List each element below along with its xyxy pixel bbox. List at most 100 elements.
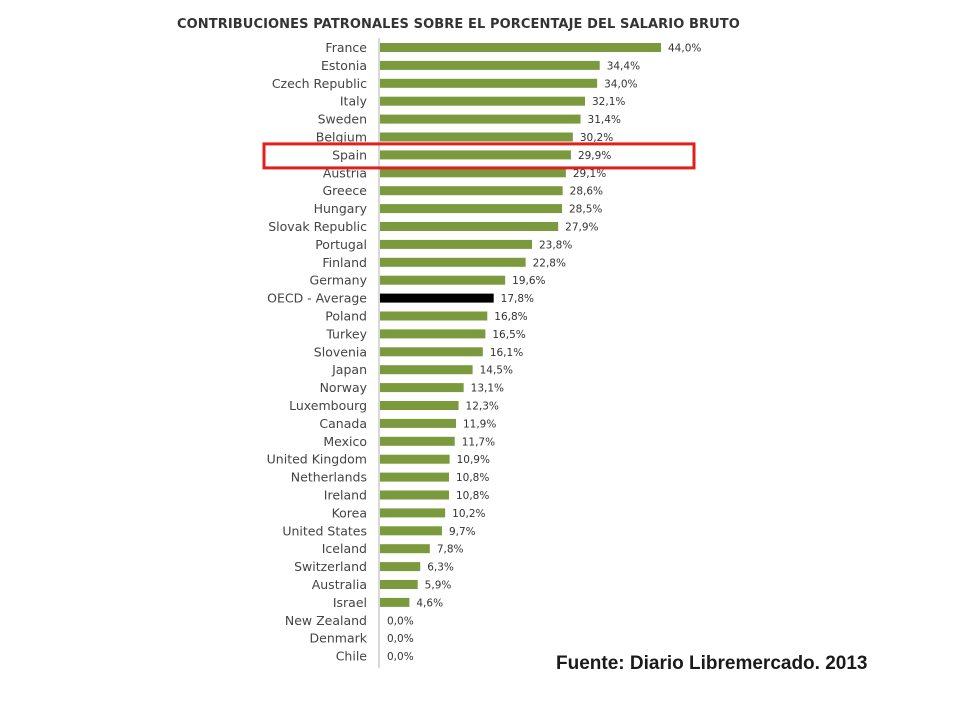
value-label-netherlands: 10,8%: [456, 472, 489, 484]
value-label-turkey: 16,5%: [492, 329, 525, 341]
value-label-belgium: 30,2%: [580, 132, 613, 144]
category-label-france: France: [325, 40, 367, 55]
value-label-iceland: 7,8%: [437, 544, 464, 556]
bar-belgium: [380, 132, 573, 142]
value-label-japan: 14,5%: [480, 365, 513, 377]
value-label-germany: 19,6%: [512, 275, 545, 287]
category-label-ireland: Ireland: [324, 488, 367, 503]
bar-israel: [380, 597, 410, 607]
category-label-japan: Japan: [331, 362, 367, 377]
category-label-united-states: United States: [282, 523, 367, 538]
category-label-belgium: Belgium: [316, 130, 367, 145]
value-label-australia: 5,9%: [425, 580, 452, 592]
category-label-finland: Finland: [322, 255, 367, 270]
category-label-australia: Australia: [312, 577, 367, 592]
category-label-spain: Spain: [332, 147, 367, 162]
bar-ireland: [380, 490, 449, 500]
bar-australia: [380, 580, 418, 589]
value-label-new-zealand: 0,0%: [387, 615, 414, 627]
bar-czech-republic: [380, 78, 598, 88]
category-label-germany: Germany: [310, 273, 368, 288]
category-label-mexico: Mexico: [323, 434, 367, 449]
bar-iceland: [380, 544, 430, 554]
category-label-greece: Greece: [323, 183, 368, 198]
bar-italy: [380, 96, 586, 106]
value-label-france: 44,0%: [668, 43, 701, 55]
bar-france: [380, 43, 661, 52]
category-label-norway: Norway: [320, 380, 368, 395]
source-note: Fuente: Diario Libremercado. 2013: [556, 653, 868, 674]
category-label-portugal: Portugal: [315, 237, 367, 252]
bar-sweden: [380, 114, 581, 124]
category-label-hungary: Hungary: [314, 201, 368, 216]
value-label-estonia: 34,4%: [607, 60, 640, 72]
bar-united-states: [380, 526, 442, 536]
value-label-hungary: 28,5%: [569, 204, 602, 216]
category-label-new-zealand: New Zealand: [285, 613, 367, 628]
bar-portugal: [380, 239, 532, 249]
bar-switzerland: [380, 562, 421, 572]
category-label-poland: Poland: [325, 309, 367, 324]
bar-norway: [380, 383, 464, 393]
category-label-sweden: Sweden: [318, 112, 367, 127]
value-label-portugal: 23,8%: [539, 239, 572, 251]
value-label-mexico: 11,7%: [462, 436, 495, 448]
category-label-israel: Israel: [333, 595, 367, 610]
bar-greece: [380, 186, 563, 196]
value-label-italy: 32,1%: [592, 96, 625, 108]
value-label-denmark: 0,0%: [387, 633, 414, 645]
category-label-canada: Canada: [319, 416, 367, 431]
category-label-italy: Italy: [340, 94, 368, 109]
bar-austria: [380, 168, 566, 178]
value-label-israel: 4,6%: [416, 597, 443, 609]
value-label-ireland: 10,8%: [456, 490, 489, 502]
value-label-united-states: 9,7%: [449, 526, 476, 538]
bar-poland: [380, 311, 488, 321]
category-label-united-kingdom: United Kingdom: [267, 452, 367, 467]
value-label-czech-republic: 34,0%: [604, 78, 637, 90]
bar-hungary: [380, 204, 563, 214]
category-label-korea: Korea: [332, 505, 367, 520]
value-label-chile: 0,0%: [387, 651, 414, 663]
category-label-slovak-republic: Slovak Republic: [268, 219, 367, 234]
value-label-greece: 28,6%: [570, 186, 603, 198]
category-label-chile: Chile: [336, 649, 368, 664]
value-label-switzerland: 6,3%: [427, 562, 454, 574]
value-label-spain: 29,9%: [578, 150, 611, 162]
value-label-korea: 10,2%: [452, 508, 485, 520]
category-label-turkey: Turkey: [325, 326, 367, 341]
bar-turkey: [380, 329, 486, 339]
chart-title: CONTRIBUCIONES PATRONALES SOBRE EL PORCE…: [177, 17, 740, 32]
value-label-finland: 22,8%: [533, 257, 566, 269]
spain-highlight-box: [262, 142, 696, 170]
bar-slovak-republic: [380, 222, 559, 231]
value-label-luxembourg: 12,3%: [466, 401, 499, 413]
bar-japan: [380, 365, 473, 375]
value-label-slovak-republic: 27,9%: [565, 222, 598, 234]
bar-korea: [380, 508, 446, 518]
value-label-sweden: 31,4%: [588, 114, 621, 126]
value-label-canada: 11,9%: [463, 418, 496, 430]
bar-spain: [380, 150, 571, 160]
category-label-netherlands: Netherlands: [291, 470, 367, 485]
value-label-united-kingdom: 10,9%: [457, 454, 490, 466]
category-label-denmark: Denmark: [310, 631, 368, 646]
value-label-austria: 29,1%: [573, 168, 606, 180]
value-label-poland: 16,8%: [494, 311, 527, 323]
bar-canada: [380, 418, 456, 428]
category-label-czech-republic: Czech Republic: [272, 76, 367, 91]
category-label-switzerland: Switzerland: [294, 559, 367, 574]
bar-oecd-average: [380, 293, 494, 303]
category-label-estonia: Estonia: [321, 58, 367, 73]
category-label-slovenia: Slovenia: [314, 344, 367, 359]
bar-germany: [380, 275, 506, 285]
bars-layer: France 44,0% Estonia 34,4% Czech Republic 34,…: [267, 40, 702, 664]
bar-united-kingdom: [380, 454, 450, 464]
bar-estonia: [380, 60, 600, 70]
category-label-iceland: Iceland: [322, 541, 367, 556]
bar-finland: [380, 257, 526, 267]
value-label-slovenia: 16,1%: [490, 347, 523, 359]
bar-netherlands: [380, 472, 449, 482]
bar-mexico: [380, 436, 455, 446]
